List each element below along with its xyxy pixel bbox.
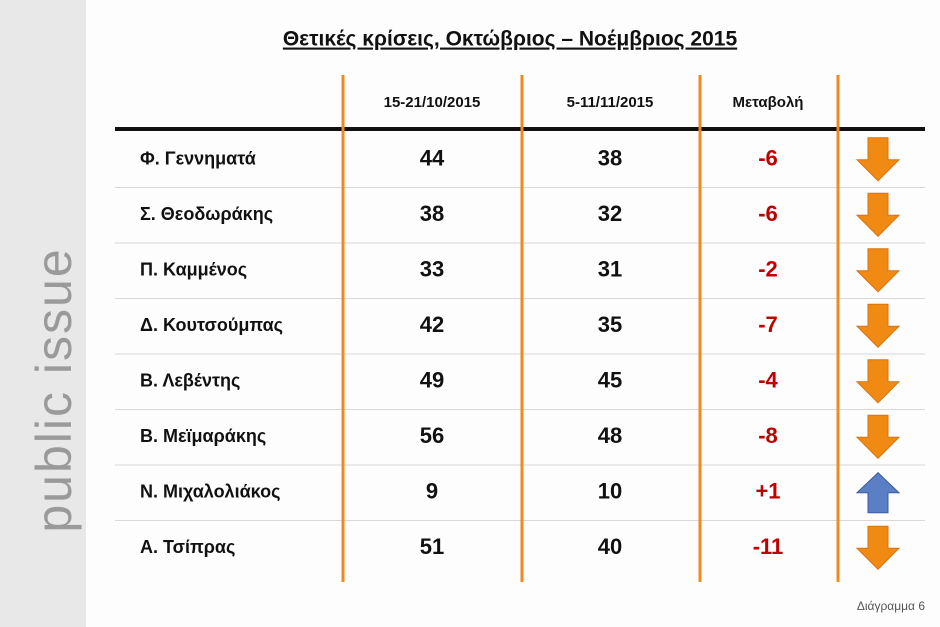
row-name: Ν. Μιχαλολιάκος [140, 482, 280, 502]
arrow-down [855, 303, 901, 348]
cell-value: 49 [420, 368, 444, 393]
arrow-down [855, 414, 901, 459]
row-name: Α. Τσίπρας [140, 537, 235, 557]
row-name: Σ. Θεοδωράκης [140, 204, 273, 224]
arrow-up [855, 472, 901, 514]
cell-value: 9 [426, 479, 438, 504]
row-name: Β. Λεβέντης [140, 371, 240, 391]
cell-value: 10 [598, 479, 622, 504]
cell-change: -6 [758, 201, 778, 226]
row-name: Φ. Γεννηματά [140, 149, 256, 169]
row-name: Β. Μεϊμαράκης [140, 426, 266, 446]
cell-value: 35 [598, 312, 622, 337]
cell-change: -6 [758, 146, 778, 171]
cell-value: 51 [420, 534, 444, 559]
cell-change: -4 [758, 368, 778, 393]
cell-change: -7 [758, 312, 778, 337]
arrow-down [855, 248, 901, 293]
cell-change: -2 [758, 257, 778, 282]
arrow-down [855, 137, 901, 182]
cell-value: 56 [420, 423, 444, 448]
side-logo: public issue [26, 247, 82, 532]
cell-value: 31 [598, 257, 622, 282]
cell-value: 32 [598, 201, 622, 226]
arrow-down [855, 525, 901, 570]
side-strip [0, 0, 86, 627]
cell-change: -11 [753, 534, 784, 559]
cell-value: 33 [420, 257, 444, 282]
cell-change: -8 [758, 423, 778, 448]
title: Θετικές κρίσεις, Οκτώβριος – Νοέμβριος 2… [283, 28, 738, 51]
arrow-down [855, 192, 901, 237]
arrow-down [855, 359, 901, 404]
column-header: 5-11/11/2015 [567, 94, 654, 111]
cell-value: 42 [420, 312, 444, 337]
cell-value: 40 [598, 534, 622, 559]
column-header: 15-21/10/2015 [384, 94, 481, 111]
cell-value: 38 [598, 146, 622, 171]
cell-change: +1 [755, 479, 780, 504]
cell-value: 44 [420, 146, 445, 171]
row-name: Δ. Κουτσούμπας [140, 315, 283, 335]
cell-value: 38 [420, 201, 444, 226]
column-header: Μεταβολή [733, 94, 804, 111]
row-name: Π. Καμμένος [140, 260, 247, 280]
footer: Διάγραμμα 6 [857, 599, 925, 613]
cell-value: 48 [598, 423, 622, 448]
cell-value: 45 [598, 368, 622, 393]
